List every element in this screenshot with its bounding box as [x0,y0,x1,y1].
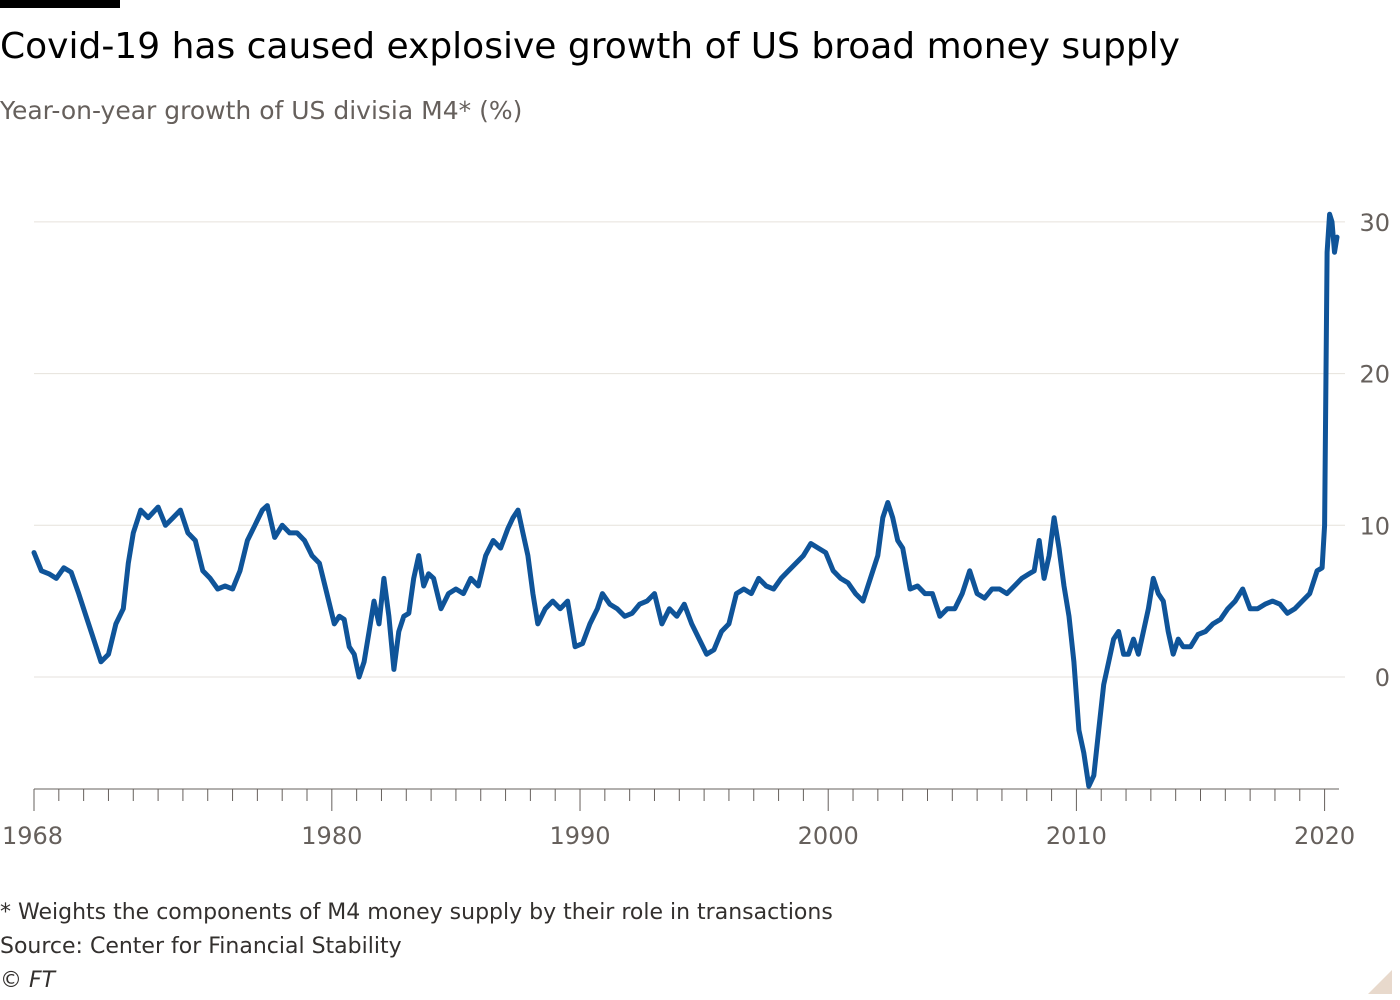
x-tick-label: 2000 [798,822,859,850]
x-tick-label: 1968 [2,822,63,850]
y-tick-label: 30 [1359,209,1390,237]
x-tick-label: 2010 [1046,822,1107,850]
x-tick-label: 1990 [549,822,610,850]
copyright: © FT [0,968,56,993]
x-tick-label: 1980 [301,822,362,850]
x-tick-label: 2020 [1294,822,1355,850]
x-axis: 1968 1980 1990 2000 2010 2020 [2,788,1355,850]
series-line-0 [31,211,1340,789]
source-note: Source: Center for Financial Stability [0,934,402,959]
y-tick-label: 20 [1359,361,1390,389]
footnote: * Weights the components of M4 money sup… [0,900,833,925]
ft-corner-mark [1368,970,1392,994]
ft-brand-bar [0,0,120,8]
y-tick-label: 0 [1375,664,1390,692]
y-tick-label: 10 [1359,512,1390,540]
y-axis-labels: 0 10 20 30 [1359,209,1390,692]
line-chart: 1968 1980 1990 2000 2010 2020 0 10 20 30 [2,209,1390,850]
chart-footer: * Weights the components of M4 money sup… [0,896,833,998]
series-layer [31,211,1340,789]
chart-subtitle: Year-on-year growth of US divisia M4* (%… [0,96,523,125]
chart-title: Covid-19 has caused explosive growth of … [0,26,1180,67]
